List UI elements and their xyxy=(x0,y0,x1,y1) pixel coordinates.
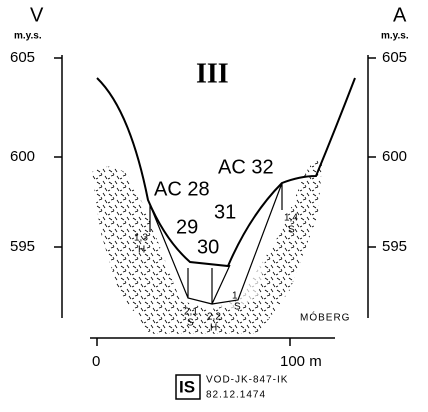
layer-label: 31 xyxy=(214,201,236,223)
annotation: 1,3 xyxy=(134,233,148,244)
left-tick: 605 xyxy=(10,49,35,66)
right-tick: 600 xyxy=(382,148,407,165)
stamp-number: 82.12.1474 xyxy=(206,390,266,401)
left-unit: m.y.s. xyxy=(14,31,42,42)
diagram: V m.y.s. 605 600 595 A m.y.s. 605 600 59… xyxy=(0,0,428,412)
right-unit: m.y.s. xyxy=(381,31,409,42)
right-axis xyxy=(368,55,376,318)
left-tick: 595 xyxy=(10,238,35,255)
x-tick: 100 m xyxy=(280,353,322,370)
right-tick: 605 xyxy=(382,49,407,66)
soil-label: MÓBERG xyxy=(300,311,350,324)
annotation: H xyxy=(210,323,217,334)
left-tick: 600 xyxy=(10,148,35,165)
annotation: S xyxy=(187,318,194,329)
stamp-logo: IS xyxy=(179,377,195,396)
annotation: H xyxy=(138,245,145,256)
annotation: 2,1 xyxy=(184,307,198,318)
layer-label: 29 xyxy=(176,216,198,238)
x-tick: 0 xyxy=(92,353,100,370)
annotation: 2,2 xyxy=(207,312,221,323)
left-axis xyxy=(54,55,62,318)
layer-label: AC 32 xyxy=(218,156,274,178)
annotation: 1,4 xyxy=(284,213,298,224)
section-label: III xyxy=(196,58,229,89)
annotation: 1 xyxy=(232,291,238,302)
right-title: A xyxy=(393,4,407,26)
left-title: V xyxy=(30,4,44,26)
annotation: S xyxy=(234,302,241,313)
right-tick: 595 xyxy=(382,238,407,255)
layer-label: 30 xyxy=(197,236,219,258)
bottom-axis xyxy=(90,338,335,346)
layer-label: AC 28 xyxy=(154,178,210,200)
annotation: S xyxy=(288,225,295,236)
stamp-code: VOD-JK-847-IK xyxy=(206,375,288,386)
